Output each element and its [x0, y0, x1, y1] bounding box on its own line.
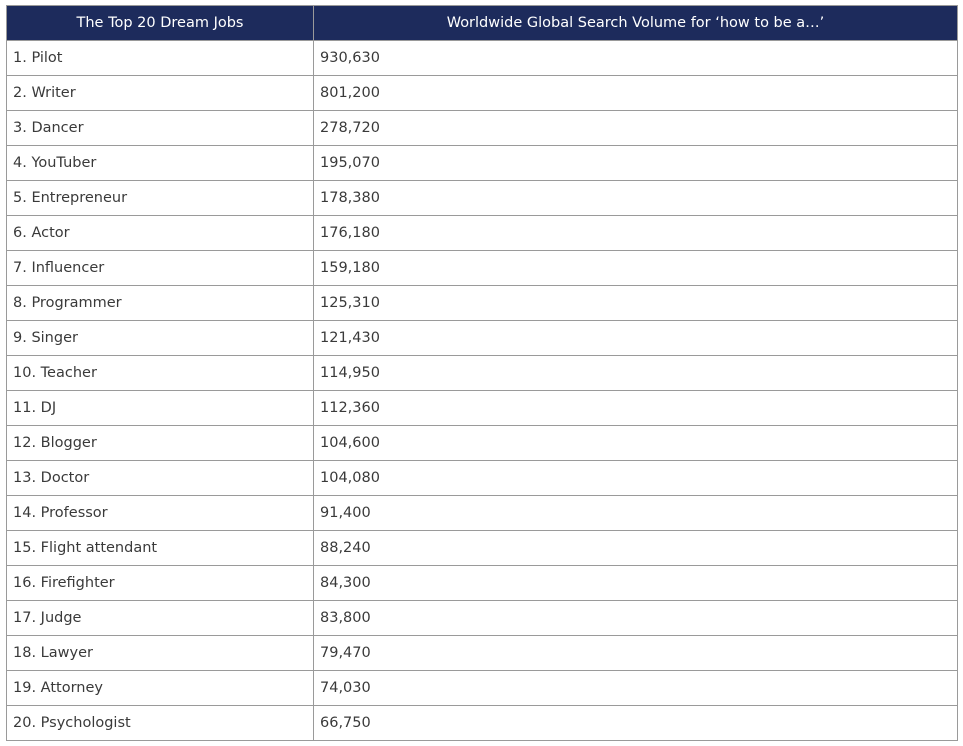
job-cell: 17. Judge [6, 600, 314, 636]
table-row: 15. Flight attendant 88,240 [6, 530, 958, 566]
job-cell: 11. DJ [6, 390, 314, 426]
search-volume-cell: 91,400 [313, 495, 958, 531]
table-row: 11. DJ 112,360 [6, 390, 958, 426]
job-cell: 10. Teacher [6, 355, 314, 391]
search-volume-cell: 125,310 [313, 285, 958, 321]
table-row: 3. Dancer 278,720 [6, 110, 958, 146]
search-volume-cell: 104,600 [313, 425, 958, 461]
search-volume-cell: 278,720 [313, 110, 958, 146]
table-row: 7. Influencer 159,180 [6, 250, 958, 286]
dream-jobs-table: The Top 20 Dream Jobs Worldwide Global S… [6, 5, 958, 741]
table-row: 14. Professor 91,400 [6, 495, 958, 531]
table-row: 4. YouTuber 195,070 [6, 145, 958, 181]
table-header-row: The Top 20 Dream Jobs Worldwide Global S… [6, 5, 958, 41]
search-volume-cell: 74,030 [313, 670, 958, 706]
search-volume-cell: 176,180 [313, 215, 958, 251]
table-row: 10. Teacher 114,950 [6, 355, 958, 391]
table-row: 9. Singer 121,430 [6, 320, 958, 356]
table-row: 18. Lawyer 79,470 [6, 635, 958, 671]
search-volume-cell: 930,630 [313, 40, 958, 76]
table-row: 5. Entrepreneur 178,380 [6, 180, 958, 216]
job-cell: 18. Lawyer [6, 635, 314, 671]
table-row: 12. Blogger 104,600 [6, 425, 958, 461]
job-cell: 3. Dancer [6, 110, 314, 146]
table-row: 19. Attorney 74,030 [6, 670, 958, 706]
search-volume-cell: 801,200 [313, 75, 958, 111]
search-volume-cell: 66,750 [313, 705, 958, 741]
search-volume-cell: 114,950 [313, 355, 958, 391]
job-cell: 2. Writer [6, 75, 314, 111]
search-volume-cell: 104,080 [313, 460, 958, 496]
search-volume-cell: 88,240 [313, 530, 958, 566]
search-volume-cell: 195,070 [313, 145, 958, 181]
job-cell: 9. Singer [6, 320, 314, 356]
table-body: 1. Pilot 930,630 2. Writer 801,200 3. Dancer… [6, 40, 958, 741]
table-row: 20. Psychologist 66,750 [6, 705, 958, 741]
table-row: 8. Programmer 125,310 [6, 285, 958, 321]
table-row: 2. Writer 801,200 [6, 75, 958, 111]
job-cell: 16. Firefighter [6, 565, 314, 601]
search-volume-cell: 112,360 [313, 390, 958, 426]
table-row: 16. Firefighter 84,300 [6, 565, 958, 601]
job-cell: 19. Attorney [6, 670, 314, 706]
search-volume-cell: 121,430 [313, 320, 958, 356]
job-cell: 13. Doctor [6, 460, 314, 496]
search-volume-cell: 83,800 [313, 600, 958, 636]
table-row: 13. Doctor 104,080 [6, 460, 958, 496]
job-cell: 5. Entrepreneur [6, 180, 314, 216]
job-cell: 7. Influencer [6, 250, 314, 286]
job-cell: 8. Programmer [6, 285, 314, 321]
job-cell: 14. Professor [6, 495, 314, 531]
search-volume-cell: 84,300 [313, 565, 958, 601]
header-search-volume: Worldwide Global Search Volume for ‘how … [313, 5, 958, 41]
job-cell: 20. Psychologist [6, 705, 314, 741]
search-volume-cell: 79,470 [313, 635, 958, 671]
job-cell: 15. Flight attendant [6, 530, 314, 566]
header-dream-jobs: The Top 20 Dream Jobs [6, 5, 314, 41]
table-row: 17. Judge 83,800 [6, 600, 958, 636]
job-cell: 6. Actor [6, 215, 314, 251]
job-cell: 1. Pilot [6, 40, 314, 76]
table-row: 1. Pilot 930,630 [6, 40, 958, 76]
search-volume-cell: 178,380 [313, 180, 958, 216]
table-row: 6. Actor 176,180 [6, 215, 958, 251]
search-volume-cell: 159,180 [313, 250, 958, 286]
dream-jobs-table-container: The Top 20 Dream Jobs Worldwide Global S… [6, 5, 958, 741]
job-cell: 4. YouTuber [6, 145, 314, 181]
job-cell: 12. Blogger [6, 425, 314, 461]
